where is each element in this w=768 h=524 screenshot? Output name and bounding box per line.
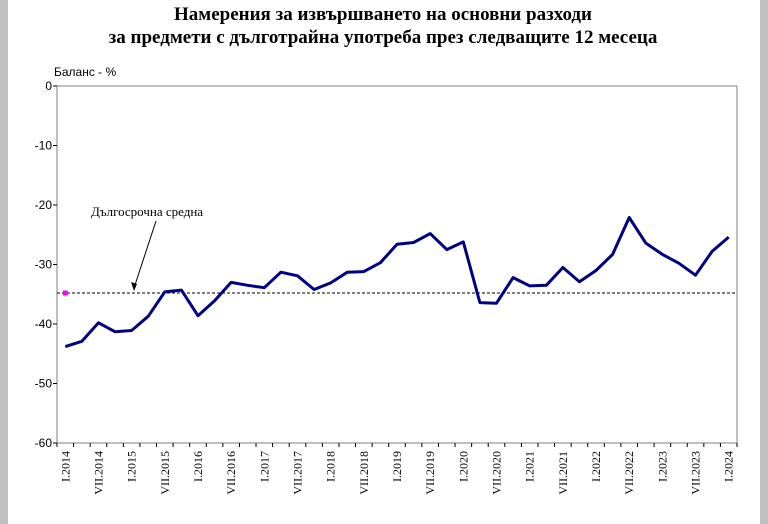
y-tick-label: -50: [35, 377, 53, 391]
long-term-average-marker: [62, 290, 68, 296]
x-tick-label: VII.2021: [556, 451, 570, 495]
x-tick-label: I.2021: [523, 451, 537, 482]
plot-area: [56, 85, 738, 444]
chart-frame: Намерения за извършването на основни раз…: [8, 0, 760, 524]
x-tick-label: VII.2020: [490, 451, 504, 495]
y-tick-label: -30: [35, 258, 53, 272]
y-tick-label: -10: [35, 139, 53, 153]
y-tick-label: -40: [35, 317, 53, 331]
x-tick-label: I.2019: [390, 451, 404, 482]
x-tick-label: I.2014: [58, 451, 72, 482]
x-tick-label: I.2022: [589, 451, 603, 482]
x-tick-label: VII.2017: [290, 451, 304, 495]
x-tick-label: VII.2018: [357, 451, 371, 495]
y-tick-label: -20: [35, 198, 53, 212]
x-tick-label: I.2017: [257, 451, 271, 482]
annotation-arrowhead: [131, 282, 137, 291]
x-tick-label: VII.2022: [622, 451, 636, 495]
x-tick-label: I.2020: [456, 451, 470, 482]
long-term-average-annotation: Дългосрочна средна: [91, 204, 203, 219]
x-tick-label: I.2018: [324, 451, 338, 482]
y-axis-label: Баланс - %: [54, 65, 117, 79]
x-tick-label: I.2023: [655, 451, 669, 482]
x-tick-label: VII.2016: [224, 451, 238, 495]
x-tick-label: VII.2023: [689, 451, 703, 495]
annotation-arrow: [133, 220, 157, 289]
chart-title-line-2: за предмети с дълготрайна употреба през …: [109, 27, 658, 48]
x-tick-label: I.2016: [191, 451, 205, 482]
chart-title-line-1: Намерения за извършването на основни раз…: [174, 4, 592, 25]
series-line: [64, 216, 730, 349]
x-tick-label: VII.2014: [91, 451, 105, 495]
y-tick-label: 0: [45, 79, 52, 93]
x-tick-label: VII.2019: [423, 451, 437, 495]
x-tick-label: VII.2015: [158, 451, 172, 495]
x-tick-label: I.2015: [125, 451, 139, 482]
y-tick-label: -60: [35, 436, 53, 450]
line-chart: Намерения за извършването на основни раз…: [35, 4, 738, 495]
x-tick-label: I.2024: [722, 451, 736, 482]
